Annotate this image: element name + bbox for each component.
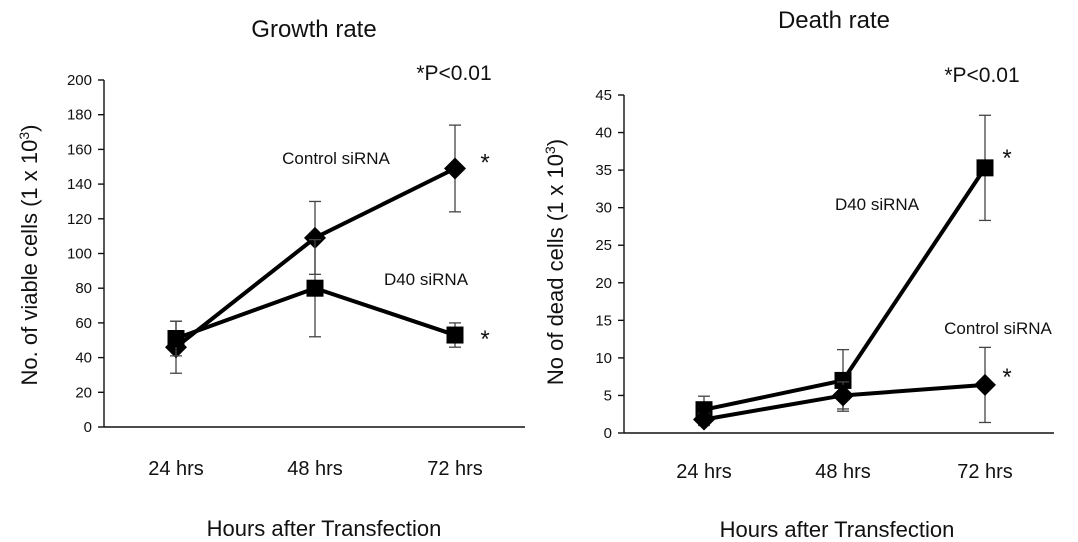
growth-control-sirna-significance-star: * [480,149,489,176]
death-control-sirna-series-label: Control siRNA [944,319,1052,338]
death-chart-title: Death rate [778,7,890,34]
death-x-tick-label: 72 hrs [957,461,1013,483]
growth-y-tick-label: 80 [75,280,92,297]
death-data-marks: D40 siRNA * Control siRNA * [693,114,1053,431]
growth-control-sirna-series-label: Control siRNA [282,149,390,168]
death-x-tick-label: 48 hrs [815,461,871,483]
death-y-tick-label: 30 [595,200,612,217]
growth-y-tick-label: 0 [84,419,92,436]
death-y-tick-label: 45 [595,87,612,104]
growth-y-tick-label: 100 [67,246,92,263]
death-x-axis-label: Hours after Transfection [720,517,955,542]
death-y-tick-label: 0 [604,425,612,442]
death-rate-chart: Death rate *P<0.01 Hours after Transfect… [542,7,1054,542]
death-axes: 0 5 10 15 20 25 30 35 40 45 24 hrs 48 hrs 72 hrs [595,87,1054,483]
growth-y-tick-label: 200 [67,72,92,89]
death-y-axis-label: No of dead cells (1 x 103) [542,139,568,385]
growth-x-axis-label: Hours after Transfection [207,516,442,541]
growth-data-marks: Control siRNA * D40 siRNA * [165,124,490,374]
growth-d40-sirna-point [306,279,324,297]
growth-pvalue-note: *P<0.01 [416,62,491,85]
death-control-sirna-point [974,373,996,396]
growth-d40-sirna-point [446,326,464,344]
death-d40-sirna-series-label: D40 siRNA [835,195,920,214]
death-y-tick-label: 15 [595,312,612,329]
death-control-sirna-point [693,408,715,431]
death-x-tick-label: 24 hrs [676,461,732,483]
growth-y-tick-label: 140 [67,176,92,193]
growth-d40-sirna-series-label: D40 siRNA [384,270,469,289]
death-control-sirna-point [832,384,854,407]
death-y-tick-label: 40 [595,125,612,142]
growth-rate-chart: Growth rate *P<0.01 Hours after Transfec… [16,16,525,541]
death-y-tick-label: 5 [604,387,612,404]
death-d40-sirna-point [834,371,852,389]
growth-x-tick-label: 48 hrs [287,458,343,480]
growth-d40-sirna-significance-star: * [480,326,489,353]
growth-control-sirna-point [304,226,326,249]
growth-control-sirna-point [444,157,466,180]
growth-x-tick-label: 24 hrs [148,458,204,480]
death-control-sirna-significance-star: * [1002,364,1011,391]
growth-y-tick-label: 120 [67,211,92,228]
growth-y-tick-label: 180 [67,107,92,124]
growth-d40-sirna-point [167,330,185,348]
death-y-tick-label: 25 [595,237,612,254]
death-pvalue-note: *P<0.01 [944,64,1019,87]
growth-x-tick-label: 72 hrs [427,458,483,480]
growth-y-tick-label: 40 [75,350,92,367]
death-d40-sirna-point [976,159,994,177]
growth-chart-title: Growth rate [251,16,376,43]
death-y-tick-label: 35 [595,162,612,179]
growth-y-tick-label: 20 [75,384,92,401]
growth-y-tick-label: 160 [67,141,92,158]
death-y-tick-label: 20 [595,275,612,292]
growth-y-tick-label: 60 [75,315,92,332]
growth-axes: 0 20 40 60 80 100 120 140 160 180 200 24 hrs 48 hrs 7… [67,72,525,480]
death-y-tick-label: 10 [595,350,612,367]
death-d40-sirna-significance-star: * [1002,145,1011,172]
growth-y-axis-label: No. of viable cells (1 x 103) [16,125,42,386]
